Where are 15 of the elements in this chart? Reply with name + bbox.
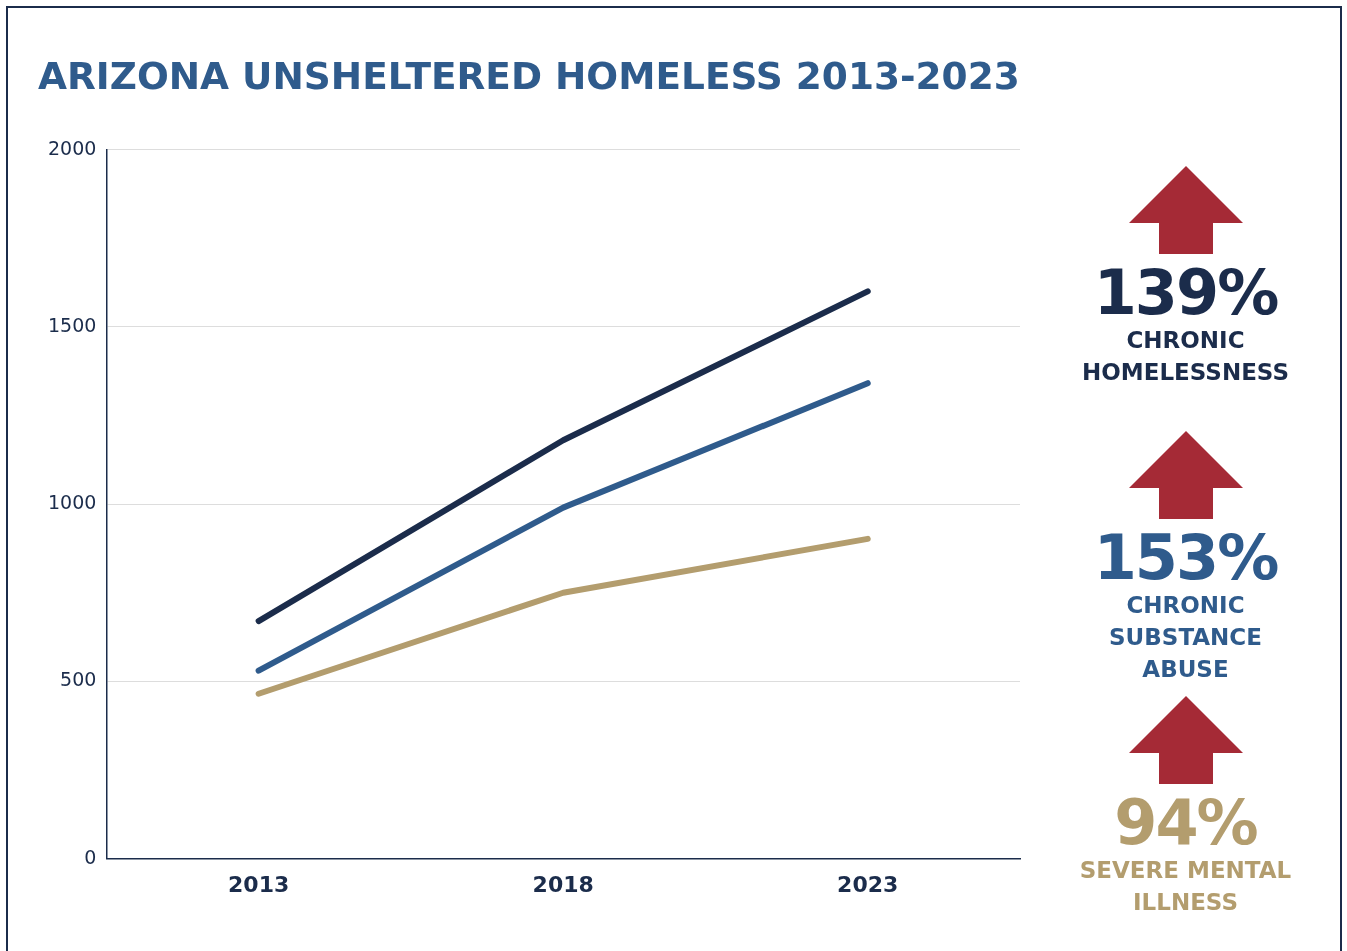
x-tick-label: 2013 bbox=[228, 871, 290, 897]
x-tick-label: 2018 bbox=[532, 871, 594, 897]
text: 139% bbox=[1093, 256, 1278, 329]
x-tick-label: 2023 bbox=[837, 871, 899, 897]
text: CHRONIC SUBSTANCE ABUSE bbox=[1108, 591, 1263, 684]
text: CHRONIC HOMELESSNESS bbox=[1081, 326, 1290, 387]
text: 153% bbox=[1093, 521, 1278, 594]
y-tick-label: 1500 bbox=[47, 313, 97, 336]
text: 94% bbox=[1114, 786, 1257, 859]
text: SEVERE MENTAL ILLNESS bbox=[1078, 856, 1293, 917]
y-tick-label: 500 bbox=[60, 668, 97, 691]
y-tick-label: 2000 bbox=[47, 136, 97, 159]
chart-title: ARIZONA UNSHELTERED HOMELESS 2013-2023 bbox=[38, 53, 1020, 98]
y-tick-label: 1000 bbox=[47, 491, 97, 514]
y-tick-label: 0 bbox=[84, 845, 97, 868]
